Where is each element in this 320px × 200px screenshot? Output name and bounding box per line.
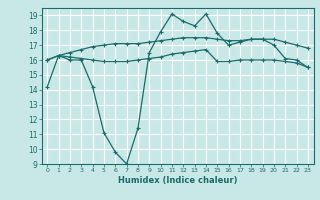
X-axis label: Humidex (Indice chaleur): Humidex (Indice chaleur) <box>118 176 237 185</box>
